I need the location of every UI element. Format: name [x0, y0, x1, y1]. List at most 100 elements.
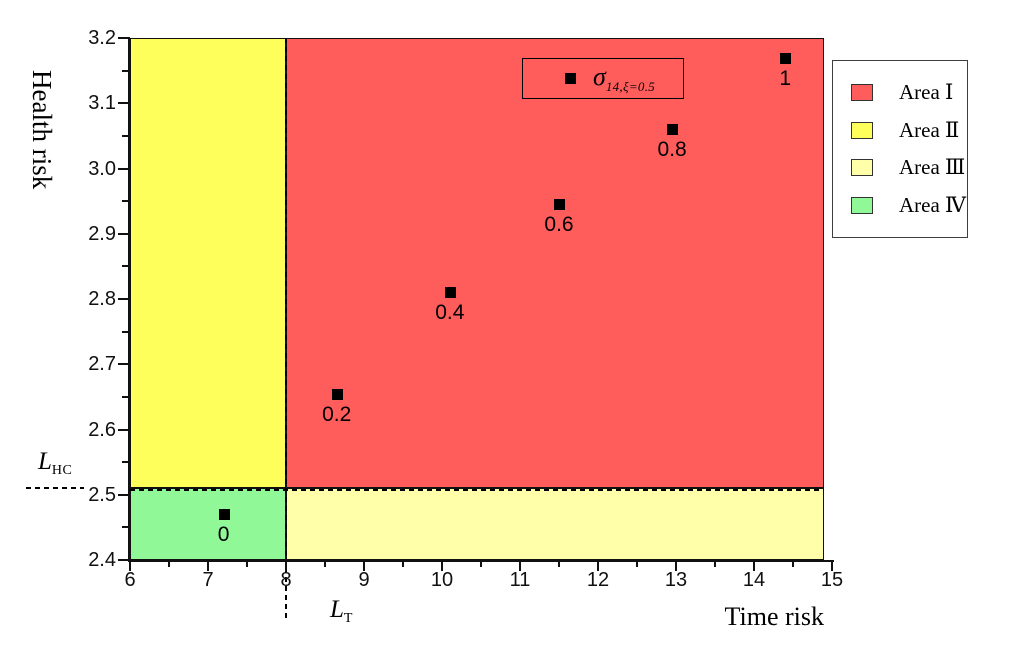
y-axis-line — [128, 37, 130, 562]
data-point-label: 0 — [217, 523, 230, 547]
x-tick — [363, 562, 365, 571]
y-tick-label: 2.5 — [88, 483, 116, 506]
x-tick — [207, 562, 209, 571]
y-tick-label: 2.8 — [88, 288, 116, 310]
legend-item: Area Ⅳ — [833, 193, 967, 218]
data-point-label: 1 — [779, 66, 792, 90]
x-threshold-line — [285, 38, 287, 560]
y-tick — [118, 559, 128, 561]
y-minor-tick — [122, 526, 128, 529]
y-minor-tick — [122, 461, 128, 464]
x-tick — [519, 562, 521, 571]
legend-swatch-icon — [851, 83, 873, 101]
region-area — [286, 38, 825, 489]
x-minor-tick — [168, 562, 170, 567]
y-tick — [118, 363, 128, 366]
region-area — [130, 38, 286, 489]
x-minor-tick — [480, 562, 482, 567]
data-point-marker — [554, 199, 565, 211]
legend-item-label: Area Ⅲ — [899, 155, 966, 180]
y-tick-label: 2.9 — [88, 222, 116, 245]
legend-item-label: Area Ⅰ — [899, 79, 954, 104]
x-tick — [129, 562, 131, 571]
legend-swatch-icon — [851, 197, 873, 215]
y-minor-tick — [122, 330, 128, 333]
x-tick-label: 13 — [664, 569, 688, 591]
legend-swatch-icon — [851, 121, 873, 139]
x-tick — [675, 562, 677, 571]
x-tick-label: 15 — [820, 569, 844, 591]
y-tick — [118, 37, 128, 39]
x-axis-line — [128, 560, 834, 562]
legend-item: Area Ⅰ — [833, 80, 967, 105]
region-area — [130, 488, 286, 560]
series-marker-icon — [565, 73, 576, 84]
x-minor-tick — [792, 562, 794, 567]
y-minor-tick — [122, 395, 128, 398]
y-tick — [118, 493, 128, 496]
y-tick — [118, 102, 128, 105]
legend-item: Area Ⅲ — [833, 155, 967, 180]
y-tick — [118, 428, 128, 431]
y-tick — [118, 167, 128, 170]
x-tick — [285, 562, 287, 571]
x-minor-tick — [636, 562, 638, 567]
x-threshold-subscript: T — [343, 611, 353, 626]
legend-item: Area Ⅱ — [833, 118, 967, 143]
x-minor-tick — [402, 562, 404, 567]
y-tick-label: 2.7 — [88, 353, 116, 376]
y-threshold-symbol: L — [38, 448, 52, 475]
x-axis-title: Time risk — [724, 602, 824, 631]
y-tick-label: 3.0 — [88, 157, 116, 180]
x-tick-label: 12 — [586, 569, 610, 591]
x-threshold-label: LT — [330, 596, 353, 627]
x-tick-label: 6 — [124, 569, 136, 591]
x-tick-label: 8 — [280, 569, 292, 591]
x-tick-label: 10 — [430, 569, 454, 591]
legend-item-label: Area Ⅱ — [899, 117, 960, 142]
y-tick-label: 3.2 — [88, 27, 116, 49]
series-key-label: σ14,ξ=0.5 — [593, 62, 656, 94]
y-threshold-line — [130, 489, 825, 492]
y-tick-label: 2.4 — [88, 549, 116, 571]
data-point-marker — [218, 509, 230, 521]
x-tick-label: 14 — [742, 569, 766, 591]
y-threshold-stub — [26, 487, 84, 490]
legend-box: Area Ⅰ Area Ⅱ Area Ⅲ Area Ⅳ — [832, 60, 968, 238]
x-tick — [597, 562, 599, 571]
series-key-box: σ14,ξ=0.5 — [522, 58, 684, 99]
x-tick-label: 11 — [509, 569, 531, 591]
x-tick — [831, 562, 833, 571]
y-tick-label: 3.1 — [88, 92, 116, 115]
legend-item-label: Area Ⅳ — [899, 193, 967, 218]
data-point-marker — [780, 52, 792, 64]
y-tick — [118, 232, 128, 235]
data-point-label: 0.8 — [657, 138, 687, 162]
y-minor-tick — [122, 134, 128, 137]
data-point-label: 0.6 — [544, 213, 574, 237]
x-minor-tick — [246, 562, 248, 567]
x-threshold-symbol: L — [330, 596, 344, 623]
x-minor-tick — [558, 562, 560, 567]
data-point-marker — [667, 124, 679, 136]
x-threshold-stub — [285, 568, 287, 622]
y-tick — [118, 298, 128, 300]
x-tick-label: 7 — [202, 569, 214, 591]
y-threshold-subscript: HC — [51, 463, 73, 478]
y-minor-tick — [122, 265, 128, 268]
data-point-label: 0.4 — [435, 301, 465, 325]
x-minor-tick — [714, 562, 716, 567]
y-tick-label: 2.6 — [88, 418, 116, 441]
region-area — [286, 488, 825, 560]
y-minor-tick — [122, 69, 128, 72]
x-minor-tick — [324, 562, 326, 567]
x-tick-label: 9 — [358, 569, 370, 591]
y-minor-tick — [122, 200, 128, 203]
x-tick — [753, 562, 755, 571]
data-point-marker — [444, 287, 456, 299]
data-point-label: 0.2 — [322, 402, 352, 426]
y-axis-title: Health risk — [27, 70, 57, 190]
data-point-marker — [331, 388, 343, 400]
x-tick — [441, 562, 443, 571]
